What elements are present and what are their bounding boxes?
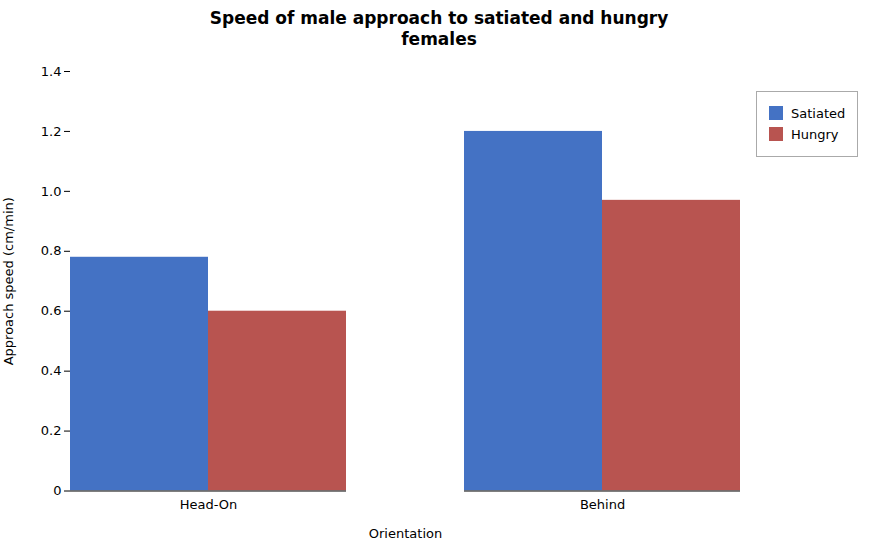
svg-text:1.0: 1.0 (41, 183, 62, 198)
svg-text:0.2: 0.2 (41, 423, 62, 438)
svg-text:Approach speed (cm/min): Approach speed (cm/min) (1, 197, 16, 365)
svg-text:0.6: 0.6 (41, 303, 62, 318)
svg-text:Head-On: Head-On (180, 497, 238, 512)
svg-text:1.2: 1.2 (41, 123, 62, 138)
svg-text:Behind: Behind (580, 497, 625, 512)
svg-text:0.8: 0.8 (41, 243, 62, 258)
html-text:Satiated: Satiated (791, 105, 846, 121)
svg-text:Orientation: Orientation (369, 526, 442, 541)
html-text:Speed of male approach to sati: Speed of male approach to satiated and h… (209, 8, 669, 50)
html-text:Hungry: Hungry (791, 126, 839, 142)
svg-text:1.4: 1.4 (41, 63, 62, 78)
svg-text:0: 0 (53, 483, 61, 498)
svg-text:0.4: 0.4 (41, 363, 62, 378)
